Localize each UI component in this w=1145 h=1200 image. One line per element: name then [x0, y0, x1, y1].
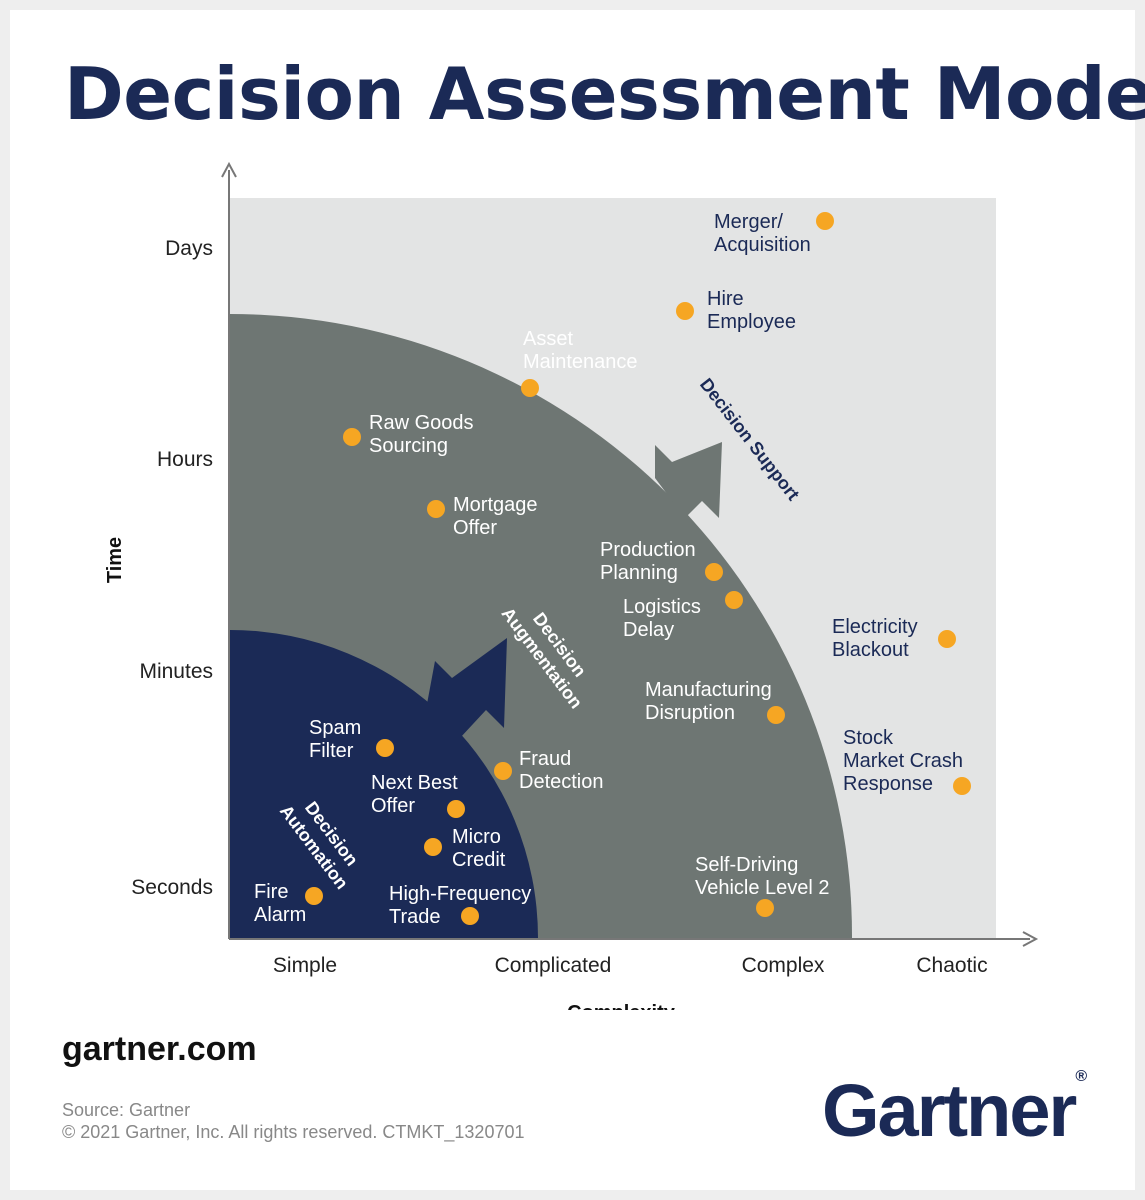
x-axis-arrowhead — [1022, 931, 1039, 947]
decision-label-mortgage-line-2: Offer — [453, 517, 497, 539]
decision-label-rawgoods-line-1: Raw Goods — [369, 412, 474, 434]
y-tick-minutes: Minutes — [139, 660, 213, 683]
decision-dot-asset — [521, 379, 539, 397]
decision-label-production-line-2: Planning — [600, 562, 678, 584]
decision-dot-production — [705, 563, 723, 581]
decision-label-hft-line-1: High-Frequency — [389, 883, 531, 905]
decision-dot-stock — [953, 777, 971, 795]
decision-dot-hft — [461, 907, 479, 925]
decision-label-nbo-line-2: Offer — [371, 795, 415, 817]
decision-label-stock-line-3: Response — [843, 773, 933, 795]
decision-point-merger: Merger/Acquisition — [714, 211, 834, 256]
decision-dot-fraud — [494, 762, 512, 780]
decision-automation-zone — [230, 630, 538, 938]
decision-label-fraud-line-2: Detection — [519, 771, 604, 793]
decision-label-spam-line-2: Filter — [309, 740, 354, 762]
decision-label-electricity-line-1: Electricity — [832, 616, 918, 638]
decision-label-stock-line-2: Market Crash — [843, 750, 963, 772]
x-tick-complex: Complex — [742, 954, 825, 977]
gartner-logo-text: Gartner — [822, 1069, 1077, 1152]
decision-label-nbo-line-1: Next Best — [371, 772, 458, 794]
gartner-logo: Gartner® — [822, 1068, 1087, 1153]
decision-label-hire-line-2: Employee — [707, 311, 796, 333]
decision-label-spam-line-1: Spam — [309, 717, 361, 739]
decision-dot-micro — [424, 838, 442, 856]
decision-dot-rawgoods — [343, 428, 361, 446]
decision-dot-logistics — [725, 591, 743, 609]
decision-label-stock-line-1: Stock — [843, 727, 894, 749]
decision-label-logistics-line-2: Delay — [623, 619, 674, 641]
y-axis-arrowhead — [221, 161, 237, 178]
copyright-note: © 2021 Gartner, Inc. All rights reserved… — [62, 1122, 525, 1142]
decision-label-rawgoods-line-2: Sourcing — [369, 435, 448, 457]
decision-label-asset-line-2: Maintenance — [523, 351, 638, 373]
decision-label-manufacturing-line-2: Disruption — [645, 702, 735, 724]
page-title: Decision Assessment Model — [64, 52, 1145, 136]
x-tick-chaotic: Chaotic — [916, 954, 987, 977]
decision-dot-manufacturing — [767, 706, 785, 724]
decision-label-selfdriving-line-1: Self-Driving — [695, 854, 798, 876]
support-direction-arrow — [655, 442, 722, 518]
x-axis-title: Complexity — [567, 1002, 676, 1010]
decision-label-fire-line-2: Alarm — [254, 904, 306, 926]
decision-label-electricity-line-2: Blackout — [832, 639, 909, 661]
decision-dot-selfdriving — [756, 899, 774, 917]
source-note: Source: Gartner — [62, 1100, 191, 1120]
decision-label-production-line-1: Production — [600, 539, 696, 561]
decision-dot-merger — [816, 212, 834, 230]
decision-diagram: Seconds Minutes Hours Days Simple Compli… — [104, 161, 1039, 1010]
y-tick-seconds: Seconds — [131, 876, 213, 899]
decision-label-hft-line-2: Trade — [389, 906, 441, 928]
decision-label-micro-line-1: Micro — [452, 826, 501, 848]
decision-dot-hire — [676, 302, 694, 320]
decision-dot-electricity — [938, 630, 956, 648]
decision-label-micro-line-2: Credit — [452, 849, 506, 871]
decision-label-mortgage-line-1: Mortgage — [453, 494, 538, 516]
site-url[interactable]: gartner.com — [62, 1030, 257, 1068]
y-axis-title: Time — [104, 537, 126, 583]
decision-label-logistics-line-1: Logistics — [623, 596, 701, 618]
decision-label-hire-line-1: Hire — [707, 288, 744, 310]
decision-label-merger-line-2: Acquisition — [714, 234, 811, 256]
augmentation-direction-arrow — [427, 638, 507, 738]
decision-dot-mortgage — [427, 500, 445, 518]
decision-label-asset-line-1: Asset — [523, 328, 573, 350]
decision-label-selfdriving-line-2: Vehicle Level 2 — [695, 877, 830, 899]
decision-dot-fire — [305, 887, 323, 905]
y-tick-hours: Hours — [157, 448, 213, 471]
x-tick-complicated: Complicated — [495, 954, 612, 977]
registered-mark: ® — [1075, 1068, 1088, 1085]
decision-dot-spam — [376, 739, 394, 757]
decision-label-merger-line-1: Merger/ — [714, 211, 783, 233]
x-tick-simple: Simple — [273, 954, 337, 977]
decision-label-fraud-line-1: Fraud — [519, 748, 571, 770]
decision-label-manufacturing-line-1: Manufacturing — [645, 679, 772, 701]
y-tick-days: Days — [165, 237, 213, 260]
decision-dot-nbo — [447, 800, 465, 818]
decision-label-fire-line-1: Fire — [254, 881, 288, 903]
